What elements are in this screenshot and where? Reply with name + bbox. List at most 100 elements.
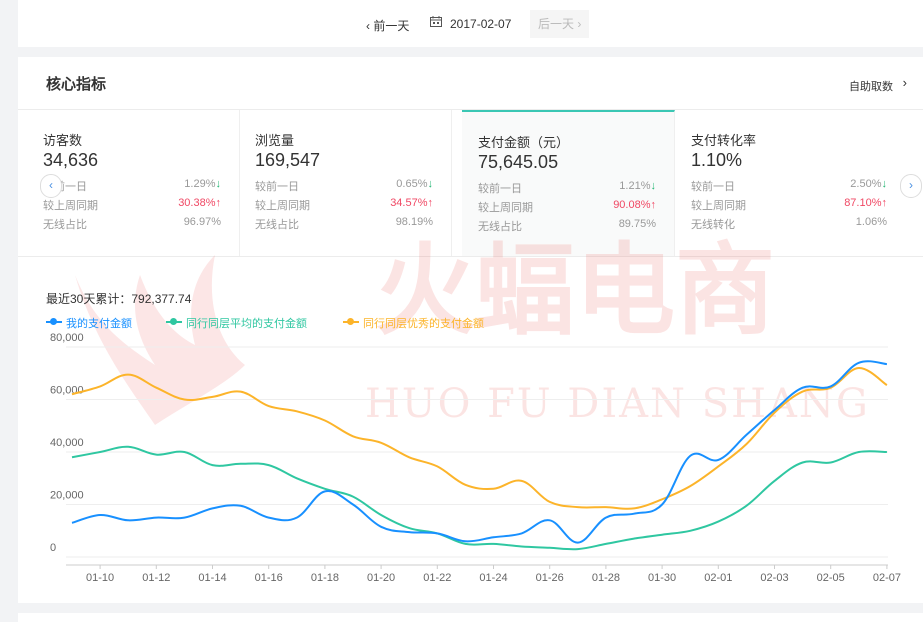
metric-row: 较上周同期 30.38%↑ <box>43 197 221 212</box>
arrow-down-icon: ↓ <box>215 178 222 190</box>
metric-row: 无线转化 1.06% <box>691 216 887 231</box>
series-line-3[interactable] <box>71 366 888 510</box>
metric-row-value: 1.21%↓ <box>619 180 656 192</box>
metric-row-value: 0.65%↓ <box>396 178 433 190</box>
metric-row-label: 较上周同期 <box>691 200 746 212</box>
x-tick-label: 01-26 <box>536 572 564 584</box>
legend-dot <box>347 318 354 325</box>
metric-row-value-text: 2.50% <box>850 178 882 190</box>
metric-row: 无线占比 96.97% <box>43 216 221 231</box>
arrow-up-icon: ↑ <box>427 197 434 209</box>
metric-row-value: 87.10%↑ <box>844 197 887 209</box>
metric-row-value: 34.57%↑ <box>390 197 433 209</box>
metric-name: 浏览量 <box>255 133 295 148</box>
metric-name: 支付金额（元） <box>478 135 570 150</box>
metric-row-value: 1.06% <box>856 216 887 228</box>
section-title: 核心指标 <box>46 76 107 93</box>
x-tick-label: 01-24 <box>479 572 507 584</box>
metric-row-value-text: 96.97% <box>183 216 221 228</box>
metric-row-label: 较前一日 <box>478 183 522 195</box>
metric-row-value-text: 34.57% <box>390 197 428 209</box>
prev-day-button[interactable]: ‹ 前一天 <box>366 19 410 33</box>
scroll-right-button[interactable]: › <box>900 174 922 198</box>
cumulative-total: 最近30天累计：792,377.74 <box>46 292 192 306</box>
legend-label: 我的支付金额 <box>66 318 132 330</box>
metric-card[interactable]: 支付转化率 1.10% 较前一日 2.50%↓ 较上周同期 87.10%↑ 无线转化 1.06… <box>675 110 905 256</box>
x-tick-label: 02-03 <box>760 572 788 584</box>
series-line-2[interactable] <box>71 445 887 551</box>
metric-row: 较上周同期 34.57%↑ <box>255 197 433 212</box>
metric-row-value: 89.75% <box>619 218 656 230</box>
legend-label: 同行同层平均的支付金额 <box>186 318 307 330</box>
arrow-up-icon: ↑ <box>215 197 222 209</box>
metric-row-value-text: 1.06% <box>855 216 887 228</box>
scroll-left-button[interactable]: ‹ <box>40 174 62 198</box>
metric-value: 34,636 <box>43 150 99 170</box>
metric-row: 较前一日 1.21%↓ <box>478 180 656 195</box>
metric-row-label: 无线占比 <box>255 219 299 231</box>
x-tick-label: 01-22 <box>423 572 451 584</box>
metric-name: 访客数 <box>43 133 83 148</box>
self-fetch-link[interactable]: 自助取数 › <box>849 75 907 94</box>
arrow-down-icon: ↓ <box>881 178 888 190</box>
y-tick-label: 60,000 <box>50 385 84 397</box>
arrow-down-icon: ↓ <box>650 180 657 192</box>
metric-row-label: 无线占比 <box>43 219 87 231</box>
metric-row-label: 无线占比 <box>478 221 522 233</box>
x-tick-label: 02-07 <box>873 572 901 584</box>
x-tick-label: 01-30 <box>648 572 676 584</box>
metric-row: 无线占比 89.75% <box>478 218 656 233</box>
arrow-down-icon: ↓ <box>427 178 434 190</box>
metric-row-label: 较前一日 <box>255 181 299 193</box>
arrow-up-icon: ↑ <box>650 199 657 211</box>
self-fetch-label: 自助取数 <box>849 81 893 93</box>
metric-value: 1.10% <box>691 150 743 170</box>
x-tick-label: 01-18 <box>311 572 339 584</box>
x-tick-label: 01-20 <box>367 572 395 584</box>
y-tick-label: 40,000 <box>50 437 84 449</box>
metric-row-value-text: 1.29% <box>184 178 216 190</box>
metric-row-value-text: 89.75% <box>618 218 656 230</box>
metric-row-value-text: 0.65% <box>396 178 428 190</box>
arrow-up-icon: ↑ <box>881 197 888 209</box>
x-tick-label: 02-05 <box>817 572 845 584</box>
y-tick-label: 20,000 <box>50 490 84 502</box>
metric-row: 较前一日 0.65%↓ <box>255 178 433 193</box>
metric-card[interactable]: 访客数 34,636 较前一日 1.29%↓ 较上周同期 30.38%↑ 无线占比 96.97… <box>27 110 240 256</box>
x-tick-label: 01-12 <box>142 572 170 584</box>
metric-row-value-text: 90.08% <box>613 199 651 211</box>
metric-value: 75,645.05 <box>478 152 559 172</box>
payment-line-chart: 0 20,000 40,000 60,000 80,000 01-10 01-12 01-14… <box>50 332 901 584</box>
metric-row: 较前一日 2.50%↓ <box>691 178 887 193</box>
y-tick-label: 80,000 <box>50 332 84 344</box>
metric-row-value-text: 1.21% <box>619 180 651 192</box>
bottom-panel <box>18 613 923 622</box>
metric-row-value-text: 87.10% <box>844 197 882 209</box>
chevron-right-icon: › <box>902 75 907 90</box>
metric-row-value-text: 98.19% <box>395 216 433 228</box>
metric-row-label: 较上周同期 <box>255 200 310 212</box>
legend-dot <box>170 318 177 325</box>
divider <box>18 109 923 110</box>
metric-card[interactable]: 支付金额（元） 75,645.05 较前一日 1.21%↓ 较上周同期 90.08%↑ 无线… <box>462 110 675 256</box>
metric-row-value: 96.97% <box>184 216 221 228</box>
date-bar: ‹ 前一天 2017-02-07 后一天 › <box>18 0 923 47</box>
calendar-icon[interactable] <box>430 16 442 27</box>
metric-name: 支付转化率 <box>691 133 757 148</box>
x-tick-label: 01-28 <box>592 572 620 584</box>
metric-card[interactable]: 浏览量 169,547 较前一日 0.65%↓ 较上周同期 34.57%↑ 无线占比 98.1… <box>239 110 452 256</box>
metric-row-value: 30.38%↑ <box>178 197 221 209</box>
metric-row-value: 90.08%↑ <box>613 199 656 211</box>
core-metrics-card: 核心指标 自助取数 › 访客数 34,636 较前一日 1.29%↓ 较上周同期 30.3… <box>18 57 923 603</box>
metric-value: 169,547 <box>255 150 321 170</box>
legend-label: 同行同层优秀的支付金额 <box>363 318 484 330</box>
metric-row-label: 较上周同期 <box>478 202 533 214</box>
series-line-1[interactable] <box>71 360 888 544</box>
metric-row: 较上周同期 90.08%↑ <box>478 199 656 214</box>
metric-row-value: 1.29%↓ <box>184 178 221 190</box>
divider <box>18 256 923 257</box>
metric-row-value: 2.50%↓ <box>850 178 887 190</box>
current-date[interactable]: 2017-02-07 <box>450 17 512 31</box>
metric-row-value: 98.19% <box>396 216 433 228</box>
next-day-button[interactable]: 后一天 › <box>530 10 590 38</box>
